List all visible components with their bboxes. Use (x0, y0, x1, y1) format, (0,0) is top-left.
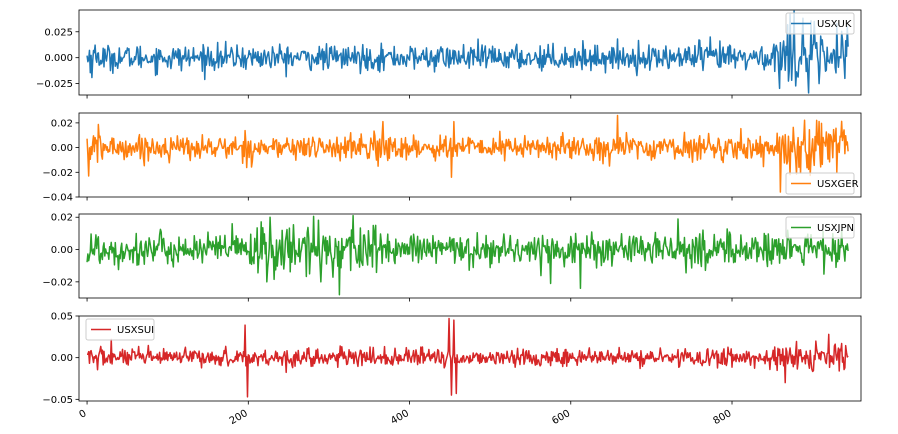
y-tick-label: −0.04 (42, 193, 73, 204)
legend-box (785, 12, 855, 35)
y-tick-label: 0.00 (51, 143, 73, 154)
legend-label: USXJPN (817, 223, 854, 234)
axes-frame (78, 9, 862, 96)
legend: USXUK (785, 12, 855, 35)
legend: USXSUI (85, 318, 155, 341)
legend-label: USXGER (817, 179, 859, 190)
x-tick-label: 800 (711, 408, 733, 427)
series-line-usxjpn (86, 214, 849, 296)
legend-label: USXUK (817, 19, 852, 30)
y-tick-label: 0.00 (51, 353, 73, 364)
y-tick-label: 0.025 (44, 27, 73, 38)
x-tick-label: 0 (78, 408, 89, 421)
legend: USXJPN (785, 216, 855, 239)
y-tick-label: −0.02 (42, 168, 73, 179)
series-line-usxuk (86, 10, 849, 94)
axes-frame (78, 112, 862, 198)
legend-box (785, 216, 855, 239)
subplot-usxjpn: −0.02 0.00 0.02 USXJPN (42, 213, 862, 302)
legend-box (785, 172, 855, 195)
legend-label: USXSUI (117, 325, 154, 336)
y-tick-label: −0.02 (42, 277, 73, 288)
subplot-usxger: −0.04 −0.02 0.00 0.02 USXGER (42, 112, 862, 204)
legend-box (85, 318, 155, 341)
y-tick-label: 0.02 (51, 118, 73, 129)
axes-frame (78, 213, 862, 299)
subplot-usxuk: −0.025 0.000 0.025 USXUK (36, 9, 862, 99)
subplot-usxsui: −0.05 0.00 0.05 0 200 400 600 800 USXSUI (42, 312, 862, 427)
x-tick-label: 600 (550, 408, 572, 427)
y-tick-label: 0.05 (51, 312, 73, 323)
y-tick-label: 0.02 (51, 213, 73, 224)
series-line-usxsui (87, 317, 849, 398)
axes-frame (78, 315, 862, 402)
y-tick-label: −0.05 (42, 395, 73, 406)
y-tick-label: −0.025 (36, 79, 73, 90)
x-tick-label: 400 (389, 408, 411, 427)
series-line-usxger (86, 114, 849, 193)
legend: USXGER (785, 172, 859, 195)
x-tick-label: 200 (228, 408, 250, 427)
y-tick-label: 0.00 (51, 245, 73, 256)
y-tick-label: 0.000 (44, 53, 73, 64)
